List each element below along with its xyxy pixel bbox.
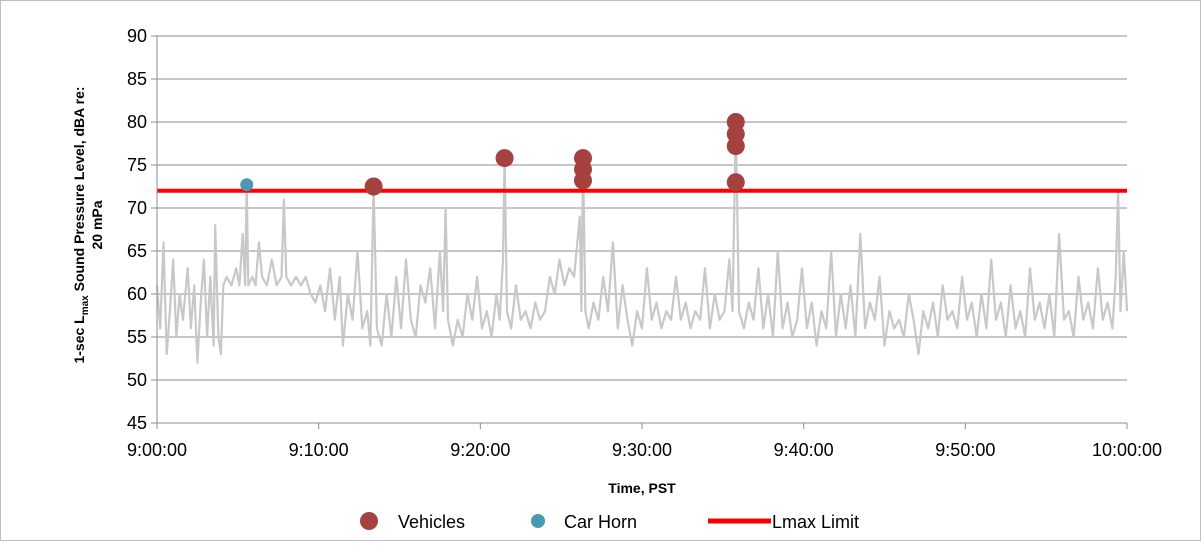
y-axis-title-prefix: 1-sec L <box>71 315 87 364</box>
legend-lmax-limit-label: Lmax Limit <box>772 512 859 532</box>
x-tick-label-1: 9:10:00 <box>289 440 349 460</box>
y-tick-label-90: 90 <box>127 26 147 46</box>
x-tick-label-0: 9:00:00 <box>127 440 187 460</box>
grid-layer <box>157 36 1127 423</box>
x-tick-label-2: 9:20:00 <box>450 440 510 460</box>
y-tick-label-50: 50 <box>127 370 147 390</box>
y-tick-label-80: 80 <box>127 112 147 132</box>
y-tick-label-70: 70 <box>127 198 147 218</box>
data-layer <box>157 113 1127 363</box>
y-axis-title-line2: 20 mPa <box>89 200 105 249</box>
legend-vehicles-label: Vehicles <box>398 512 465 532</box>
x-axis-title: Time, PST <box>608 480 676 496</box>
y-axis-title: 1-sec Lmax Sound Pressure Level, dBA re:… <box>71 86 105 363</box>
y-tick-label-60: 60 <box>127 284 147 304</box>
y-axis-title-subscript: max <box>80 295 91 315</box>
y-tick-label-85: 85 <box>127 69 147 89</box>
vehicle-marker-5 <box>727 173 745 191</box>
x-tick-label-6: 10:00:00 <box>1092 440 1162 460</box>
x-tick-label-5: 9:50:00 <box>935 440 995 460</box>
y-axis-title-suffix: Sound Pressure Level, dBA re: <box>71 86 87 295</box>
y-tick-label-55: 55 <box>127 327 147 347</box>
sound-level-series-line <box>157 122 1127 363</box>
legend-vehicles-marker <box>360 512 378 530</box>
vehicle-marker-0 <box>365 178 383 196</box>
y-tick-label-45: 45 <box>127 413 147 433</box>
x-tick-label-4: 9:40:00 <box>774 440 834 460</box>
car-horn-marker-0 <box>240 178 253 191</box>
vehicle-marker-4 <box>574 149 592 167</box>
legend-car-horn-marker <box>531 514 545 528</box>
vehicle-marker-8 <box>727 113 745 131</box>
legend: Vehicles Car Horn Lmax Limit <box>360 512 859 532</box>
vehicle-marker-1 <box>496 149 514 167</box>
y-tick-label-65: 65 <box>127 241 147 261</box>
svg-text:1-sec Lmax Sound Pressure Leve: 1-sec Lmax Sound Pressure Level, dBA re: <box>71 86 91 363</box>
y-tick-label-75: 75 <box>127 155 147 175</box>
x-tick-label-3: 9:30:00 <box>612 440 672 460</box>
legend-car-horn-label: Car Horn <box>564 512 637 532</box>
